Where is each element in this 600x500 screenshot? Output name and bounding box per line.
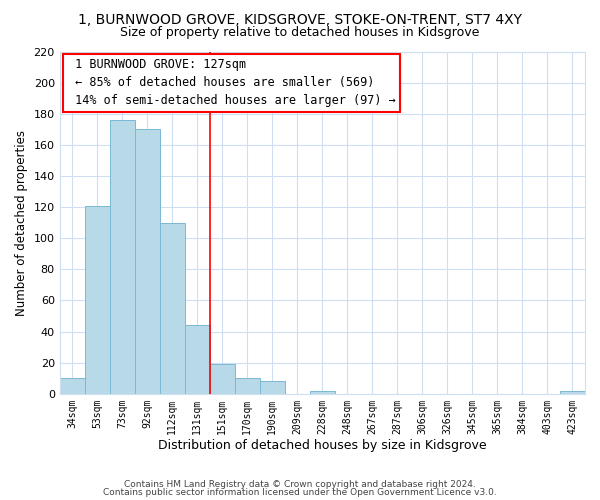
- Bar: [59, 378, 85, 394]
- Bar: [85, 206, 110, 394]
- Text: 1 BURNWOOD GROVE: 127sqm
 ← 85% of detached houses are smaller (569)
 14% of sem: 1 BURNWOOD GROVE: 127sqm ← 85% of detach…: [68, 58, 395, 108]
- Bar: [135, 130, 160, 394]
- Bar: [110, 120, 135, 394]
- Bar: [160, 222, 185, 394]
- Bar: [210, 364, 235, 394]
- X-axis label: Distribution of detached houses by size in Kidsgrove: Distribution of detached houses by size …: [158, 440, 487, 452]
- Bar: [260, 382, 285, 394]
- Text: Size of property relative to detached houses in Kidsgrove: Size of property relative to detached ho…: [121, 26, 479, 39]
- Y-axis label: Number of detached properties: Number of detached properties: [15, 130, 28, 316]
- Text: Contains public sector information licensed under the Open Government Licence v3: Contains public sector information licen…: [103, 488, 497, 497]
- Bar: [185, 326, 210, 394]
- Bar: [235, 378, 260, 394]
- Text: 1, BURNWOOD GROVE, KIDSGROVE, STOKE-ON-TRENT, ST7 4XY: 1, BURNWOOD GROVE, KIDSGROVE, STOKE-ON-T…: [78, 12, 522, 26]
- Bar: [560, 390, 585, 394]
- Text: Contains HM Land Registry data © Crown copyright and database right 2024.: Contains HM Land Registry data © Crown c…: [124, 480, 476, 489]
- Bar: [310, 390, 335, 394]
